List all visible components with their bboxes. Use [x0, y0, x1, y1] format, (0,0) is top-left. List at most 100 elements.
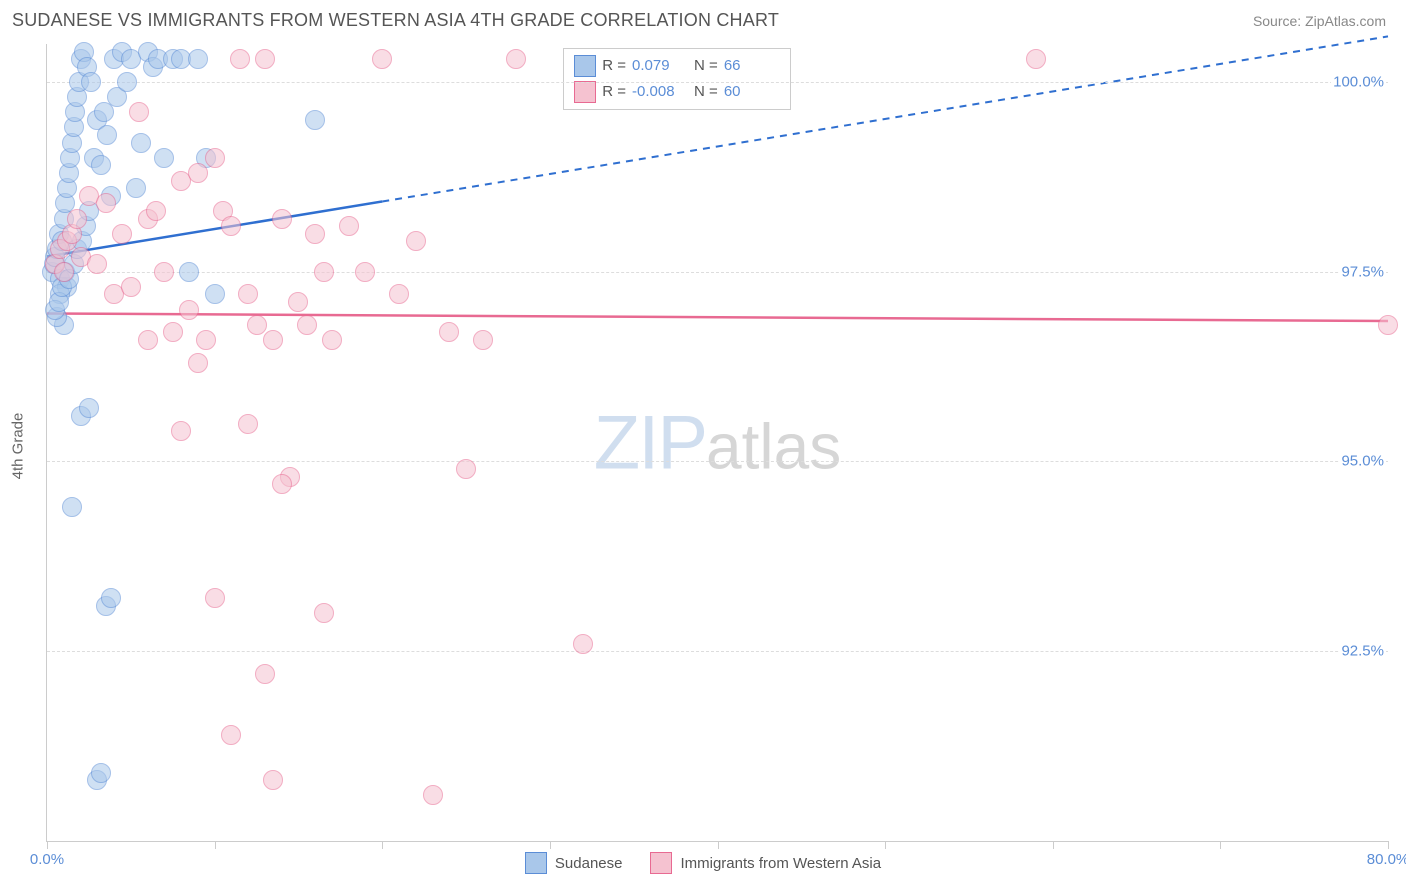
x-tick — [885, 841, 886, 849]
scatter-point — [79, 398, 99, 418]
legend-swatch — [574, 81, 596, 103]
scatter-point — [506, 49, 526, 69]
y-tick-label: 100.0% — [1331, 73, 1386, 90]
scatter-point — [62, 497, 82, 517]
scatter-point — [171, 421, 191, 441]
legend-label: Immigrants from Western Asia — [680, 855, 881, 872]
x-tick — [382, 841, 383, 849]
scatter-point — [322, 330, 342, 350]
stats-r-label: R = — [602, 53, 626, 79]
x-tick — [1053, 841, 1054, 849]
scatter-point — [272, 474, 292, 494]
legend-label: Sudanese — [555, 855, 623, 872]
gridline-h — [47, 82, 1388, 83]
scatter-point — [196, 330, 216, 350]
scatter-point — [439, 322, 459, 342]
scatter-point — [91, 155, 111, 175]
scatter-point — [1378, 315, 1398, 335]
scatter-point — [179, 300, 199, 320]
scatter-point — [238, 414, 258, 434]
legend-item: Immigrants from Western Asia — [650, 852, 881, 874]
gridline-h — [47, 461, 1388, 462]
scatter-point — [339, 216, 359, 236]
stats-row: R =0.079N =66 — [574, 53, 780, 79]
legend-item: Sudanese — [525, 852, 623, 874]
scatter-point — [288, 292, 308, 312]
scatter-point — [138, 330, 158, 350]
gridline-h — [47, 651, 1388, 652]
scatter-point — [221, 216, 241, 236]
scatter-point — [146, 201, 166, 221]
chart-title: SUDANESE VS IMMIGRANTS FROM WESTERN ASIA… — [12, 10, 779, 31]
scatter-point — [129, 102, 149, 122]
x-tick — [550, 841, 551, 849]
scatter-point — [154, 262, 174, 282]
scatter-point — [255, 49, 275, 69]
scatter-point — [263, 330, 283, 350]
scatter-point — [188, 353, 208, 373]
stats-n-label: N = — [694, 53, 718, 79]
scatter-point — [314, 262, 334, 282]
scatter-point — [423, 785, 443, 805]
scatter-point — [54, 262, 74, 282]
x-tick — [1220, 841, 1221, 849]
x-tick — [47, 841, 48, 849]
plot-svg — [47, 44, 1388, 841]
legend-swatch — [650, 852, 672, 874]
scatter-point — [188, 49, 208, 69]
source-label: Source: ZipAtlas.com — [1253, 13, 1386, 29]
y-tick-label: 92.5% — [1339, 643, 1386, 660]
y-axis-label: 4th Grade — [10, 413, 27, 480]
scatter-point — [205, 148, 225, 168]
scatter-point — [117, 72, 137, 92]
scatter-point — [263, 770, 283, 790]
scatter-point — [372, 49, 392, 69]
scatter-point — [131, 133, 151, 153]
trend-line — [382, 36, 1388, 201]
scatter-point — [205, 284, 225, 304]
scatter-point — [297, 315, 317, 335]
scatter-point — [305, 110, 325, 130]
scatter-point — [112, 224, 132, 244]
scatter-point — [188, 163, 208, 183]
scatter-point — [101, 588, 121, 608]
scatter-point — [96, 193, 116, 213]
scatter-point — [91, 763, 111, 783]
legend-swatch — [574, 55, 596, 77]
scatter-point — [272, 209, 292, 229]
gridline-h — [47, 272, 1388, 273]
chart-plot-area: ZIPatlas R =0.079N =66R =-0.008N =60 92.… — [46, 44, 1388, 842]
stats-r-value: 0.079 — [632, 53, 688, 79]
x-tick — [1388, 841, 1389, 849]
scatter-point — [238, 284, 258, 304]
bottom-legend: Sudanese Immigrants from Western Asia — [0, 852, 1406, 874]
scatter-point — [355, 262, 375, 282]
x-tick — [718, 841, 719, 849]
scatter-point — [247, 315, 267, 335]
header: SUDANESE VS IMMIGRANTS FROM WESTERN ASIA… — [0, 0, 1406, 37]
scatter-point — [81, 72, 101, 92]
scatter-point — [314, 603, 334, 623]
scatter-point — [456, 459, 476, 479]
scatter-point — [179, 262, 199, 282]
scatter-point — [87, 254, 107, 274]
scatter-point — [255, 664, 275, 684]
scatter-point — [67, 209, 87, 229]
scatter-point — [126, 178, 146, 198]
scatter-point — [97, 125, 117, 145]
scatter-point — [389, 284, 409, 304]
scatter-point — [205, 588, 225, 608]
scatter-point — [406, 231, 426, 251]
scatter-point — [573, 634, 593, 654]
scatter-point — [221, 725, 241, 745]
scatter-point — [163, 322, 183, 342]
stats-n-value: 66 — [724, 53, 780, 79]
scatter-point — [473, 330, 493, 350]
y-tick-label: 97.5% — [1339, 263, 1386, 280]
scatter-point — [305, 224, 325, 244]
x-tick — [215, 841, 216, 849]
scatter-point — [1026, 49, 1046, 69]
scatter-point — [121, 277, 141, 297]
stats-legend-box: R =0.079N =66R =-0.008N =60 — [563, 48, 791, 110]
scatter-point — [230, 49, 250, 69]
